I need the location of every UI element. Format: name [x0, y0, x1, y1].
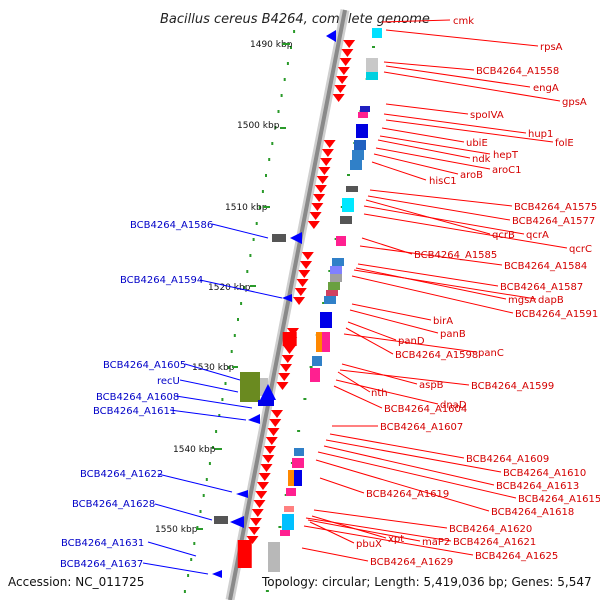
- gene-label: BCB4264_A1628: [72, 499, 155, 510]
- kbp-label: 1520 kbp: [208, 283, 251, 293]
- gene-label: BCB4264_A1618: [491, 507, 574, 518]
- left-label-connectors: [142, 223, 283, 575]
- map-title: Bacillus cereus B4264, complete genome: [160, 12, 430, 27]
- kbp-label: 1490 kbp: [250, 40, 293, 50]
- gene-label: qcrC: [569, 244, 592, 255]
- gene-label: aspB: [419, 380, 444, 391]
- kbp-label: 1500 kbp: [237, 121, 280, 131]
- kbp-label: 1540 kbp: [173, 445, 216, 455]
- gene-label: BCB4264_A1637: [60, 559, 143, 570]
- gene-label: BCB4264_A1604: [384, 404, 467, 415]
- gene-label: ubiE: [466, 138, 488, 149]
- gene-label: BCB4264_A1610: [503, 468, 586, 479]
- kbp-scale: 1490 kbp 1500 kbp 1510 kbp 1520 kbp 1530…: [155, 40, 293, 535]
- gene-label: xpt: [388, 534, 404, 545]
- gene-blocks-inner: [268, 28, 382, 572]
- left-gene-labels: BCB4264_A1586 BCB4264_A1594 BCB4264_A160…: [60, 220, 213, 570]
- right-gene-labels: cmk rpsA BCB4264_A1558 engA gpsA spoIVA …: [356, 16, 600, 568]
- gene-label: BCB4264_A1609: [466, 454, 549, 465]
- right-label-connectors: [301, 19, 568, 562]
- kbp-label: 1530 kbp: [192, 363, 235, 373]
- gene-label: BCB4264_A1599: [471, 381, 554, 392]
- gene-label: BCB4264_A1584: [504, 261, 587, 272]
- gene-label: hepT: [493, 150, 519, 161]
- gene-label: rpsA: [540, 42, 563, 53]
- gene-label: mgsA: [508, 295, 536, 306]
- reverse-gene-features: [212, 30, 336, 578]
- gene-label: BCB4264_A1619: [366, 489, 449, 500]
- backbone: [225, 9, 350, 600]
- gene-label: BCB4264_A1625: [475, 551, 558, 562]
- gene-label: BCB4264_A1621: [453, 537, 536, 548]
- gene-label: ndk: [472, 154, 491, 165]
- gene-label: BCB4264_A1631: [61, 538, 144, 549]
- gene-label: BCB4264_A1605: [103, 360, 186, 371]
- gene-label: BCB4264_A1607: [380, 422, 463, 433]
- gene-label: BCB4264_A1585: [414, 250, 497, 261]
- gene-label: birA: [433, 316, 453, 327]
- gene-label: BCB4264_A1577: [512, 216, 595, 227]
- gene-label: BCB4264_A1615: [518, 494, 600, 505]
- gene-label: maP2: [422, 537, 450, 548]
- gene-label: BCB4264_A1575: [514, 202, 597, 213]
- gene-label: aroB: [460, 170, 483, 181]
- gene-label: BCB4264_A1598: [395, 350, 478, 361]
- gene-label: recU: [157, 376, 180, 387]
- gene-label: spoIVA: [470, 110, 504, 121]
- gene-label: qcrB: [492, 230, 515, 241]
- gene-label: aroC1: [492, 165, 521, 176]
- gene-label: panD: [398, 336, 425, 347]
- accession-text: Accession: NC_011725: [8, 575, 144, 589]
- gene-label: pbuX: [356, 539, 382, 550]
- gene-label: BCB4264_A1591: [515, 309, 598, 320]
- gene-label: panB: [440, 329, 466, 340]
- tick-scale: [183, 30, 375, 593]
- kbp-label: 1550 kbp: [155, 525, 198, 535]
- gene-label: dnaD: [440, 400, 467, 411]
- gene-label: dapB: [538, 295, 564, 306]
- gene-label: nth: [371, 388, 388, 399]
- gene-label: hup1: [528, 129, 553, 140]
- gene-label: gpsA: [562, 97, 587, 108]
- gene-label: BCB4264_A1608: [96, 392, 179, 403]
- genome-stats-text: Topology: circular; Length: 5,419,036 bp…: [261, 575, 592, 589]
- gene-label: BCB4264_A1558: [476, 66, 559, 77]
- gene-label: qcrA: [526, 230, 549, 241]
- gene-label: BCB4264_A1622: [80, 469, 163, 480]
- gene-label: BCB4264_A1629: [370, 557, 453, 568]
- gene-label: BCB4264_A1587: [500, 282, 583, 293]
- gene-label: BCB4264_A1594: [120, 275, 203, 286]
- gene-label: BCB4264_A1611: [93, 406, 176, 417]
- gene-label: engA: [533, 83, 559, 94]
- gene-label: BCB4264_A1620: [449, 524, 532, 535]
- gene-label: folE: [555, 138, 574, 149]
- gene-label: BCB4264_A1613: [496, 481, 579, 492]
- gene-label: cmk: [453, 16, 474, 27]
- kbp-label: 1510 kbp: [225, 203, 268, 213]
- gene-label: hisC1: [429, 176, 457, 187]
- forward-gene-arrows: [237, 40, 356, 568]
- gene-label: BCB4264_A1586: [130, 220, 213, 231]
- gene-label: panC: [478, 348, 504, 359]
